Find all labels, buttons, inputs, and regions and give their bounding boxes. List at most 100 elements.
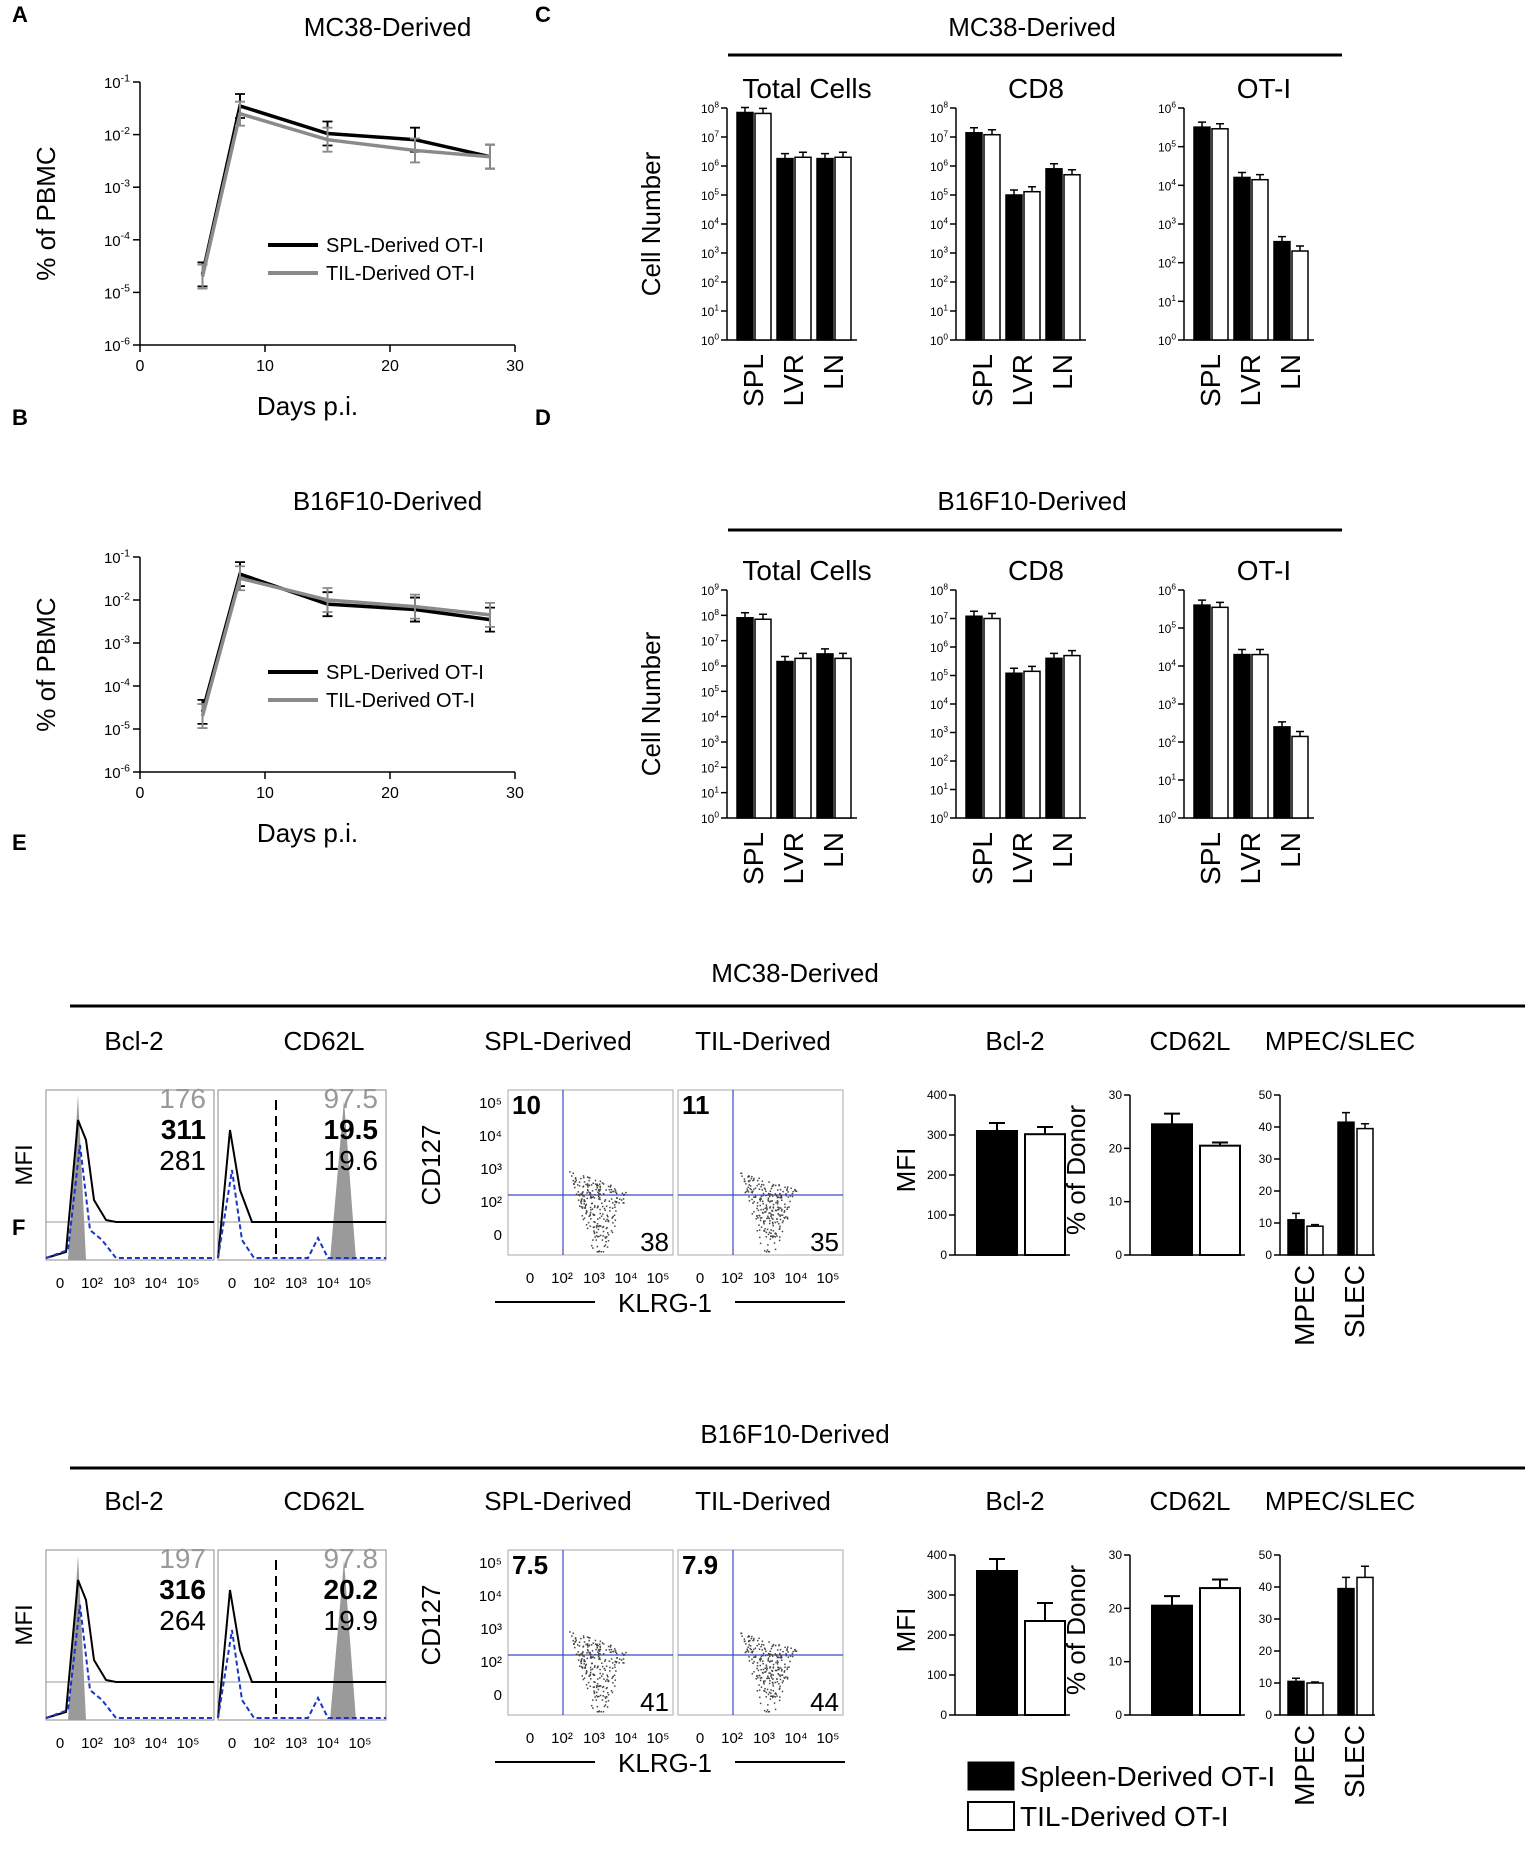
y-tick-label: 200 xyxy=(927,1628,947,1642)
cell-dot xyxy=(597,1688,600,1691)
cell-dot xyxy=(764,1207,767,1209)
cell-dot xyxy=(749,1647,751,1650)
bar-spl-lvr xyxy=(776,660,794,819)
cell-dot xyxy=(791,1195,794,1198)
cell-dot xyxy=(598,1196,601,1199)
hist-x-tick: 10² xyxy=(253,1275,275,1292)
y-tick-label: 400 xyxy=(927,1088,947,1102)
legend-label-til: TIL-Derived OT-I xyxy=(1020,1801,1228,1832)
cell-dot xyxy=(588,1644,591,1647)
cell-dot xyxy=(764,1188,766,1191)
cell-dot xyxy=(770,1187,773,1190)
bar-spl xyxy=(976,1130,1018,1256)
cell-dot xyxy=(606,1246,609,1248)
cell-dot xyxy=(591,1202,594,1205)
cell-dot xyxy=(599,1640,602,1643)
cell-dot xyxy=(605,1649,607,1651)
cell-dot xyxy=(772,1203,775,1206)
cell-dot xyxy=(759,1200,762,1202)
bar-spl-ln xyxy=(1273,240,1291,341)
cell-dot xyxy=(598,1190,601,1192)
cell-dot xyxy=(597,1666,599,1668)
error-bar xyxy=(970,610,978,617)
cell-dot xyxy=(786,1666,789,1669)
cell-dot xyxy=(602,1685,605,1688)
cell-dot xyxy=(577,1199,580,1201)
cell-dot xyxy=(591,1650,594,1652)
cell-dot xyxy=(774,1696,777,1698)
cell-dot xyxy=(776,1195,778,1198)
cell-dot xyxy=(759,1677,762,1679)
cell-dot xyxy=(768,1711,771,1713)
cell-dot xyxy=(604,1199,607,1201)
cell-dot xyxy=(596,1683,599,1685)
cell-dot xyxy=(754,1655,757,1657)
cell-dot xyxy=(776,1235,778,1237)
cell-dot xyxy=(597,1195,600,1198)
cell-dot xyxy=(761,1660,764,1663)
cell-dot xyxy=(784,1186,786,1189)
cell-dot xyxy=(767,1199,769,1201)
dot-y-tick: 10⁵ xyxy=(479,1095,502,1112)
cell-dot xyxy=(619,1198,621,1200)
bar-til-spl xyxy=(754,112,772,341)
cell-dot xyxy=(772,1643,775,1646)
cell-dot xyxy=(585,1663,588,1666)
y-tick-label: 20 xyxy=(1259,1184,1273,1198)
cell-dot xyxy=(748,1635,750,1638)
category-label: MPEC xyxy=(1289,1265,1320,1346)
cell-dot xyxy=(593,1657,596,1659)
cell-dot xyxy=(590,1218,592,1220)
cell-dot xyxy=(579,1193,582,1195)
cell-dot xyxy=(768,1181,770,1183)
cell-dot xyxy=(752,1190,754,1193)
cell-dot xyxy=(776,1678,778,1680)
cell-dot xyxy=(743,1180,746,1183)
cell-dot xyxy=(762,1681,765,1684)
cell-dot xyxy=(786,1649,788,1652)
cell-dot xyxy=(578,1641,581,1644)
cell-dot xyxy=(598,1710,601,1712)
cell-dot xyxy=(779,1193,781,1196)
cell-dot xyxy=(603,1667,606,1670)
cell-dot xyxy=(776,1218,778,1220)
y-tick-label: 102 xyxy=(701,274,719,290)
cell-dot xyxy=(770,1229,772,1231)
cell-dot xyxy=(599,1658,601,1661)
cell-dot xyxy=(612,1675,615,1678)
cell-dot xyxy=(761,1200,764,1203)
cell-dot xyxy=(771,1695,774,1697)
til-histogram xyxy=(217,1629,386,1719)
cell-dot xyxy=(765,1231,768,1234)
cell-dot xyxy=(741,1175,743,1177)
cell-dot xyxy=(599,1225,602,1227)
y-tick-label: 101 xyxy=(1158,772,1176,788)
cell-dot xyxy=(598,1198,600,1200)
y-tick-label: 200 xyxy=(927,1168,947,1182)
cell-dot xyxy=(584,1667,586,1669)
category-label: SPL xyxy=(738,354,769,407)
cell-dot xyxy=(789,1660,791,1663)
cell-dot xyxy=(772,1663,775,1666)
cell-dot xyxy=(771,1670,774,1672)
dot-x-tick: 10⁴ xyxy=(784,1730,807,1747)
cell-dot xyxy=(759,1217,762,1219)
cell-dot xyxy=(583,1203,585,1205)
cell-dot xyxy=(583,1660,586,1662)
cell-dot xyxy=(604,1696,606,1698)
cell-dot xyxy=(759,1658,761,1660)
dot-y-tick: 10² xyxy=(480,1194,502,1211)
y-tick-label: 100 xyxy=(701,810,719,826)
error-bar xyxy=(1198,121,1206,128)
cell-dot xyxy=(774,1236,777,1238)
cell-dot xyxy=(786,1186,789,1188)
y-tick-label: 100 xyxy=(701,332,719,348)
cell-dot xyxy=(596,1646,598,1649)
spl-histogram xyxy=(217,1589,386,1719)
cell-dot xyxy=(583,1195,585,1198)
cell-dot xyxy=(589,1657,592,1659)
cell-dot xyxy=(766,1207,768,1210)
bar-til xyxy=(1199,1587,1241,1716)
cell-dot xyxy=(592,1226,595,1229)
cd62l-value-1: 19.5 xyxy=(324,1114,379,1145)
